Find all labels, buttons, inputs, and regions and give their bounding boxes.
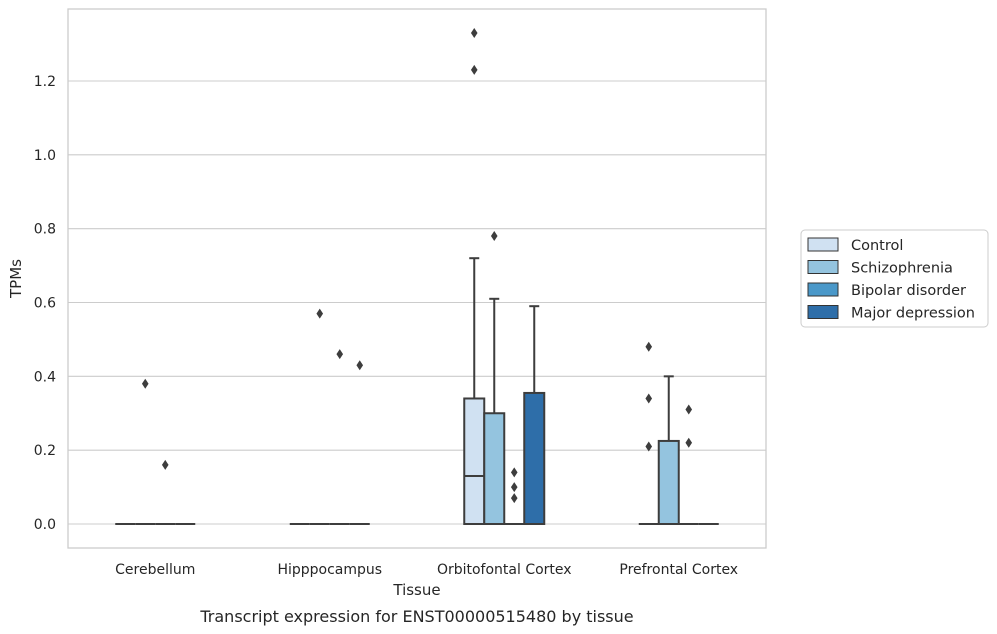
legend-swatch	[807, 237, 839, 252]
box-group	[349, 360, 370, 526]
x-tick-label: Cerebellum	[115, 562, 195, 578]
box	[523, 391, 546, 526]
box-group	[678, 404, 699, 526]
legend-item-label: Bipolar disorder	[851, 283, 966, 299]
box	[657, 439, 680, 526]
outlier-point	[645, 341, 653, 352]
y-tick-label: 0.8	[34, 222, 56, 238]
box-group	[483, 231, 506, 526]
box-group	[329, 349, 350, 526]
y-tick-label: 0.2	[34, 443, 56, 459]
y-tick-label: 1.0	[34, 148, 56, 164]
box-group	[504, 467, 525, 526]
legend-swatch	[807, 260, 839, 274]
chart-caption: Transcript expression for ENST0000051548…	[199, 607, 633, 626]
outlier-point	[470, 64, 478, 75]
outlier-point	[161, 459, 169, 470]
outlier-point	[645, 441, 653, 452]
legend-swatch	[807, 282, 839, 297]
legend-item-label: Schizophrenia	[851, 261, 953, 277]
box	[463, 397, 486, 526]
y-tick-label: 0.4	[34, 369, 56, 385]
x-axis-ticks: Cerebellum Hipppocampus Orbitofontal Corte…	[115, 562, 738, 578]
outlier-point	[141, 378, 149, 389]
box-group	[135, 378, 156, 526]
box-group	[155, 459, 176, 526]
legend-swatch	[807, 305, 839, 319]
outlier-point	[685, 437, 693, 448]
y-tick-label: 1.2	[34, 74, 56, 90]
y-tick-label: 0.0	[34, 517, 56, 533]
plot-frame	[67, 8, 767, 549]
outlier-point	[510, 493, 518, 504]
box-group	[638, 341, 659, 526]
outlier-point	[470, 27, 478, 38]
y-axis-label: TPMs	[7, 259, 25, 299]
box-group	[463, 27, 486, 526]
y-tick-label: 0.6	[34, 295, 56, 311]
legend-item-label: Control	[851, 238, 903, 254]
outlier-point	[336, 349, 344, 360]
legend-frame	[800, 229, 989, 328]
outlier-point	[645, 393, 653, 404]
legend: Control Schizophrenia Bipolar disorder Majo…	[800, 229, 989, 328]
x-tick-label: Orbitofontal Cortex	[437, 562, 572, 578]
y-axis-ticks: 0.0 0.2 0.4 0.6 0.8 1.0 1.2	[34, 74, 56, 533]
outlier-point	[510, 482, 518, 493]
box-group	[309, 308, 330, 526]
box	[483, 412, 506, 526]
x-axis-label: Tissue	[392, 581, 440, 599]
outlier-point	[510, 467, 518, 478]
outlier-point	[316, 308, 324, 319]
x-tick-label: Hipppocampus	[277, 562, 382, 578]
legend-item-label: Major depression	[851, 306, 975, 322]
box-group	[657, 375, 680, 526]
box-group	[523, 305, 546, 526]
x-tick-label: Prefrontal Cortex	[619, 562, 738, 578]
outlier-point	[490, 231, 498, 242]
plot-area	[115, 27, 719, 526]
outlier-point	[356, 360, 364, 371]
outlier-point	[685, 404, 693, 415]
